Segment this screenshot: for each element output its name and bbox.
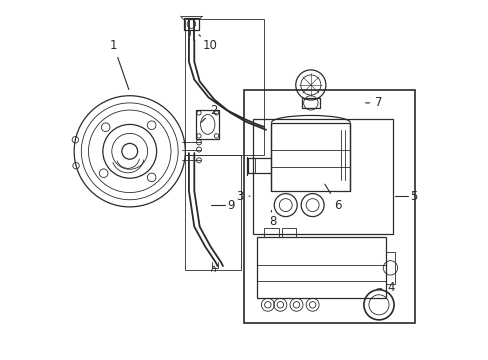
Text: 10: 10 — [199, 35, 218, 52]
Bar — [257, 237, 386, 298]
Bar — [244, 90, 414, 323]
Bar — [301, 98, 319, 108]
Text: 6: 6 — [324, 184, 341, 212]
Text: 5: 5 — [409, 190, 417, 203]
Bar — [264, 228, 278, 237]
Bar — [185, 155, 241, 270]
Bar — [282, 228, 296, 237]
Bar — [185, 19, 264, 155]
Bar — [183, 18, 199, 31]
Text: 3: 3 — [236, 190, 249, 203]
Bar — [271, 123, 349, 191]
Text: 8: 8 — [268, 211, 276, 228]
Text: 7: 7 — [365, 96, 382, 109]
Bar — [386, 252, 394, 284]
Text: 1: 1 — [110, 39, 128, 90]
Bar — [253, 119, 392, 234]
Text: 4: 4 — [376, 281, 394, 294]
Text: 9: 9 — [226, 199, 234, 212]
Text: 2: 2 — [201, 104, 217, 122]
Bar — [196, 110, 219, 139]
